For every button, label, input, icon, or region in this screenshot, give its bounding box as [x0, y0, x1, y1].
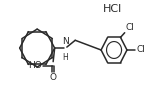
Text: N: N: [62, 37, 69, 46]
Text: Cl: Cl: [125, 23, 134, 32]
Text: HO: HO: [28, 61, 41, 70]
Text: O: O: [50, 73, 57, 82]
Text: HCl: HCl: [103, 4, 122, 14]
Text: Cl: Cl: [136, 46, 145, 54]
Text: H: H: [62, 53, 68, 62]
